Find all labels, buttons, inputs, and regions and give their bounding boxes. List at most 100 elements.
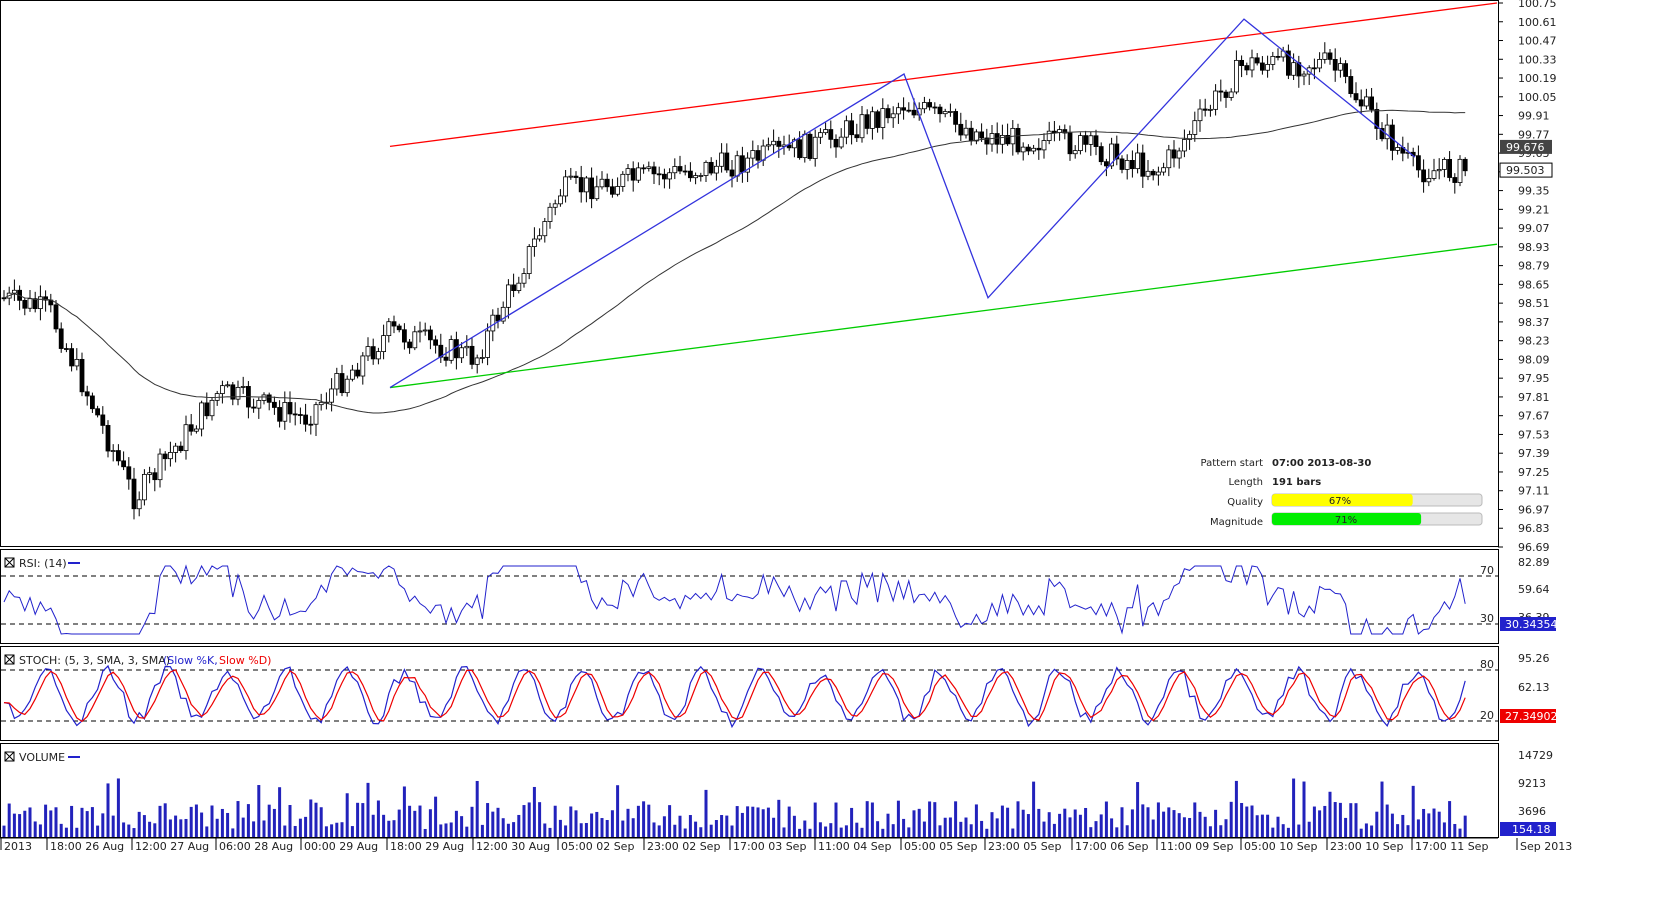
candle-body xyxy=(859,114,865,139)
volume-bar xyxy=(501,818,505,837)
time-axis-label: 23:00 05 Sep xyxy=(988,840,1061,853)
candle-body xyxy=(1187,134,1192,140)
volume-bar xyxy=(678,815,682,837)
candle-body xyxy=(1182,139,1187,152)
volume-bar xyxy=(267,804,271,837)
volume-bar xyxy=(1427,813,1431,837)
candle-body xyxy=(1462,158,1468,172)
candle-body xyxy=(386,321,392,337)
candle-body xyxy=(958,123,964,136)
candle-body xyxy=(344,378,350,394)
volume-bar xyxy=(54,807,58,837)
volume-bar xyxy=(881,828,885,837)
volume-bar xyxy=(439,824,443,837)
candle-body xyxy=(786,144,792,149)
volume-bar xyxy=(18,814,22,837)
volume-bar xyxy=(470,806,474,837)
candle-body xyxy=(1150,170,1156,176)
candle-body xyxy=(401,329,407,343)
candle-body xyxy=(896,107,901,115)
candle-body xyxy=(1364,96,1369,107)
rsi-panel-frame xyxy=(0,549,1499,644)
rsi-axis-level-2: 59.64 xyxy=(1518,583,1550,596)
volume-bar xyxy=(1000,805,1004,837)
candlestick-series xyxy=(1,42,1468,520)
candle-body xyxy=(620,173,626,187)
volume-bar xyxy=(75,827,79,837)
candle-body xyxy=(1260,62,1265,71)
candle-body xyxy=(479,357,485,359)
price-tick-label: 97.53 xyxy=(1518,428,1550,441)
candle-body xyxy=(251,406,257,409)
candle-body xyxy=(1062,129,1068,134)
candle-body xyxy=(110,450,116,452)
volume-bar xyxy=(616,785,620,837)
candle-body xyxy=(485,330,491,358)
candle-body xyxy=(818,132,823,138)
volume-bar xyxy=(1266,814,1270,837)
candle-body xyxy=(136,499,142,510)
stoch-level-20-label: 20 xyxy=(1480,709,1494,722)
volume-bar xyxy=(1032,781,1036,837)
time-axis-label: 17:00 06 Sep xyxy=(1075,840,1148,853)
candle-body xyxy=(792,139,797,149)
volume-bar xyxy=(1234,780,1238,837)
rsi-axis-level-1: 82.89 xyxy=(1518,556,1550,569)
volume-bar xyxy=(517,814,521,837)
volume-bar xyxy=(387,820,391,837)
volume-bar xyxy=(189,806,193,837)
candle-body xyxy=(32,298,38,310)
candle-body xyxy=(1234,59,1239,93)
candle-body xyxy=(1140,152,1146,177)
candle-body xyxy=(651,166,657,175)
quality-bar-fill xyxy=(1272,494,1413,506)
candle-body xyxy=(760,145,766,161)
candle-body xyxy=(864,114,870,129)
price-tick-label: 100.61 xyxy=(1518,16,1557,29)
volume-bar xyxy=(444,823,448,837)
volume-bar xyxy=(548,827,552,837)
pattern-start-value: 07:00 2013-08-30 xyxy=(1272,458,1371,469)
volume-bar xyxy=(834,802,838,837)
candle-body xyxy=(188,424,194,432)
candle-body xyxy=(64,348,69,350)
candle-body xyxy=(141,473,147,501)
candle-body xyxy=(844,120,849,138)
candle-body xyxy=(807,133,813,159)
candle-body xyxy=(755,150,761,161)
volume-bar xyxy=(543,823,547,837)
candle-body xyxy=(1218,90,1224,93)
volume-bar xyxy=(673,824,677,837)
candle-body xyxy=(90,395,95,410)
current-price-tag xyxy=(1499,162,1553,178)
candle-body xyxy=(95,408,100,416)
time-axis-label: 05:00 10 Sep xyxy=(1244,840,1317,853)
volume-bar xyxy=(756,807,760,837)
volume-title: VOLUME xyxy=(19,751,65,764)
rsi-level-30-label: 30 xyxy=(1480,612,1494,625)
volume-bar xyxy=(314,802,318,837)
candle-body xyxy=(558,195,563,205)
candle-body xyxy=(906,109,912,112)
candle-body xyxy=(1000,135,1005,145)
volume-value-tag xyxy=(1500,822,1556,836)
volume-bar xyxy=(917,808,921,837)
price-tick-label: 100.47 xyxy=(1518,35,1557,48)
time-axis-label: 2013 xyxy=(4,840,32,853)
volume-bar xyxy=(1146,807,1150,837)
candle-body xyxy=(625,168,631,175)
volume-bar xyxy=(366,782,370,837)
volume-bar xyxy=(538,802,542,837)
candle-body xyxy=(303,414,309,425)
candle-body xyxy=(69,348,74,367)
price-tick-label: 96.97 xyxy=(1518,503,1550,516)
candle-body xyxy=(802,133,808,159)
candle-body xyxy=(526,246,532,274)
volume-bar xyxy=(283,825,287,837)
volume-bar xyxy=(865,801,869,837)
support-line xyxy=(389,243,1498,389)
volume-bar xyxy=(59,823,63,837)
volume-bar xyxy=(496,807,500,837)
candle-body xyxy=(854,134,860,139)
candle-body xyxy=(885,108,891,119)
